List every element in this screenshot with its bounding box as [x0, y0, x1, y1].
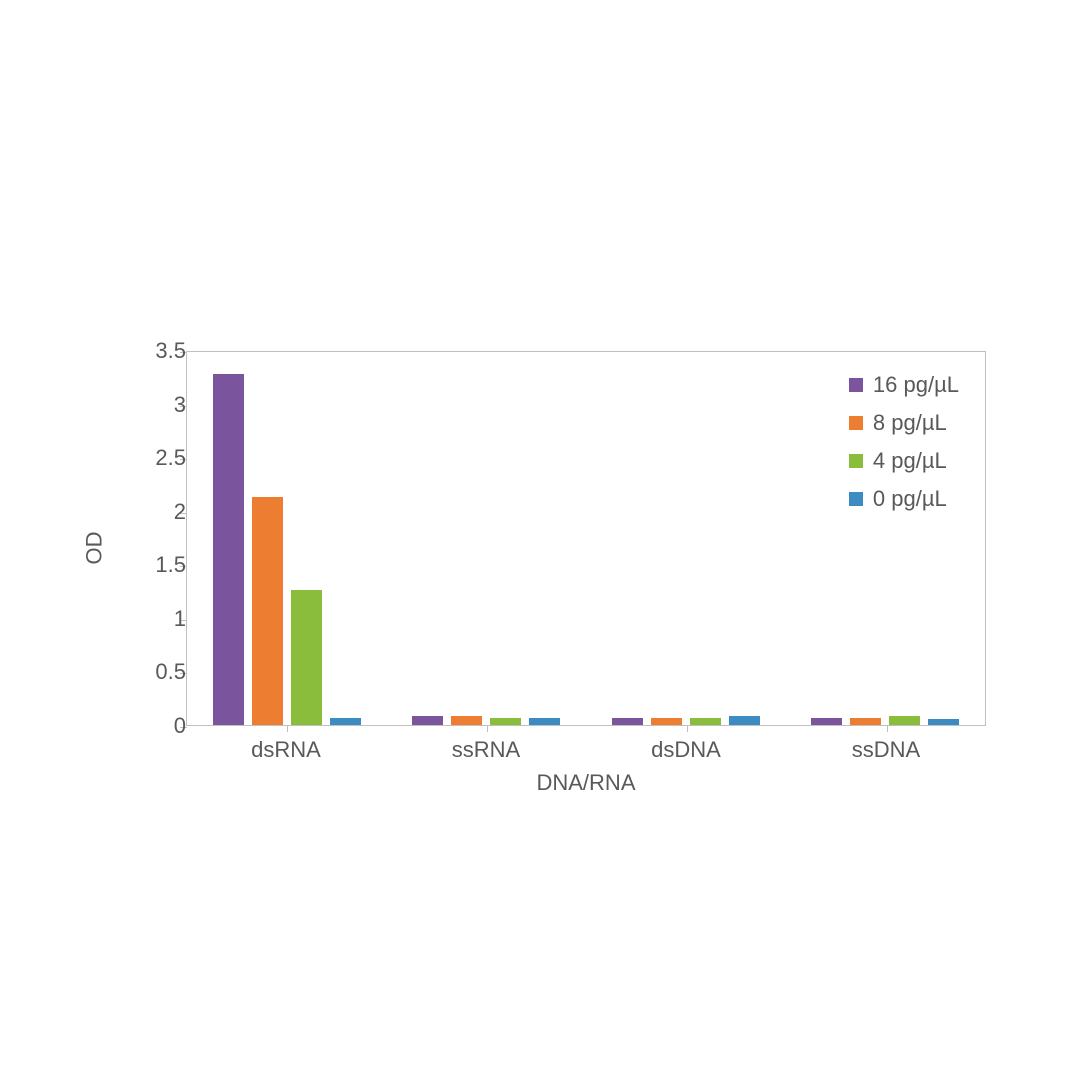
legend-item: 8 pg/µL: [849, 410, 959, 436]
x-tick-label: ssDNA: [852, 737, 920, 763]
bar: [330, 718, 361, 726]
bar: [252, 497, 283, 725]
legend-label: 16 pg/µL: [873, 372, 959, 398]
legend: 16 pg/µL 8 pg/µL 4 pg/µL 0 pg/µL: [849, 372, 959, 512]
bar: [729, 716, 760, 725]
bar-group: [387, 352, 587, 725]
bar: [412, 716, 443, 725]
legend-item: 4 pg/µL: [849, 448, 959, 474]
y-tick-label: 2: [126, 499, 186, 525]
y-tick-label: 3.5: [126, 338, 186, 364]
plot-area: 16 pg/µL 8 pg/µL 4 pg/µL 0 pg/µL: [186, 351, 986, 726]
legend-swatch: [849, 416, 863, 430]
bar: [213, 374, 244, 725]
x-tick-mark: [487, 725, 488, 732]
legend-swatch: [849, 492, 863, 506]
bar: [811, 718, 842, 726]
bar: [651, 718, 682, 726]
bar: [612, 718, 643, 726]
bar-chart: OD 16 pg/µL8 pg/µL4 pg/µL0 pg/µL 00.511.…: [108, 345, 998, 805]
bar: [490, 718, 521, 726]
x-tick-label: ssRNA: [452, 737, 520, 763]
bar-group: [187, 352, 387, 725]
legend-swatch: [849, 454, 863, 468]
y-tick-label: 3: [126, 392, 186, 418]
x-tick-mark: [287, 725, 288, 732]
legend-item: 16 pg/µL: [849, 372, 959, 398]
y-axis-title: OD: [82, 532, 108, 565]
bar: [291, 590, 322, 725]
bar: [889, 716, 920, 725]
legend-label: 0 pg/µL: [873, 486, 947, 512]
x-axis-title: DNA/RNA: [186, 770, 986, 796]
y-tick-label: 1: [126, 606, 186, 632]
x-tick-label: dsRNA: [251, 737, 321, 763]
bar: [928, 719, 959, 725]
y-tick-label: 0: [126, 713, 186, 739]
y-tick-label: 0.5: [126, 659, 186, 685]
bar: [850, 718, 881, 726]
legend-label: 4 pg/µL: [873, 448, 947, 474]
x-tick-mark: [687, 725, 688, 732]
legend-swatch: [849, 378, 863, 392]
bar-group: [586, 352, 786, 725]
y-tick-label: 2.5: [126, 445, 186, 471]
legend-item: 0 pg/µL: [849, 486, 959, 512]
bar: [451, 716, 482, 725]
x-tick-mark: [887, 725, 888, 732]
bar: [529, 718, 560, 726]
legend-label: 8 pg/µL: [873, 410, 947, 436]
bar: [690, 718, 721, 726]
x-tick-label: dsDNA: [651, 737, 721, 763]
y-tick-label: 1.5: [126, 552, 186, 578]
